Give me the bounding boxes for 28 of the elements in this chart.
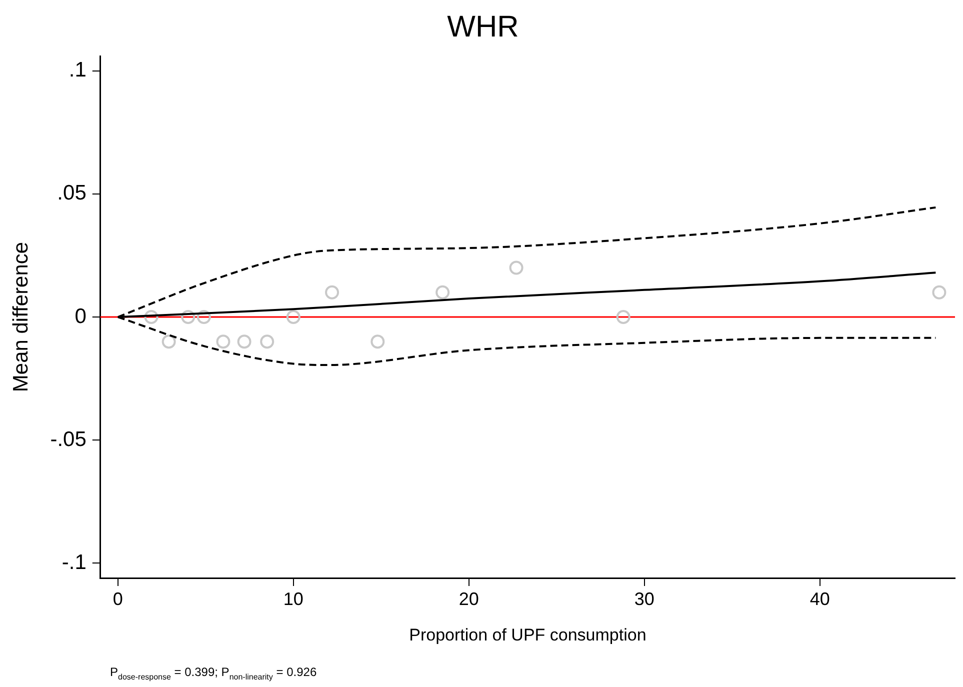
point (370, 334, 385, 349)
point (932, 285, 946, 300)
x-tick-label: 10 (283, 588, 304, 609)
point (181, 310, 196, 324)
point (216, 334, 230, 349)
point (162, 334, 176, 349)
point (509, 260, 524, 275)
y-tick-label: .1 (68, 58, 86, 82)
point (436, 285, 450, 300)
y-tick-label: -.05 (50, 428, 86, 451)
y-tick-label: -.1 (62, 551, 86, 574)
x-tick-label: 30 (634, 588, 654, 609)
text: P$_{dose-response}$ = 0.399; P$_{non-linearity}$ = 0.926 (110, 665, 317, 682)
x-axis-title: Proportion of UPF consumption (409, 625, 646, 644)
x-tick-label: 0 (112, 588, 123, 609)
point (325, 285, 340, 300)
chart-title: WHR (447, 10, 519, 44)
point (286, 310, 300, 324)
point (616, 310, 630, 324)
y-tick-label: .05 (57, 182, 86, 205)
x-tick-label: 20 (458, 588, 479, 609)
x-tick-label: 40 (810, 588, 830, 609)
point (237, 334, 252, 349)
point (196, 310, 211, 324)
point (260, 334, 274, 349)
y-tick-label: 0 (74, 304, 86, 328)
y-axis-title: Mean difference (9, 242, 32, 392)
point (144, 310, 158, 324)
